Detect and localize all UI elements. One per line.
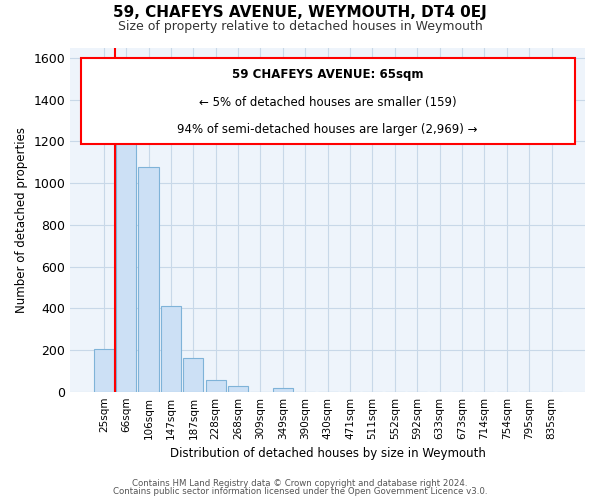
Text: ← 5% of detached houses are smaller (159): ← 5% of detached houses are smaller (159… [199,96,457,108]
Bar [161,306,181,392]
Bar [273,388,293,392]
Bar [94,349,114,392]
X-axis label: Distribution of detached houses by size in Weymouth: Distribution of detached houses by size … [170,447,485,460]
Text: Contains HM Land Registry data © Crown copyright and database right 2024.: Contains HM Land Registry data © Crown c… [132,478,468,488]
Text: 59 CHAFEYS AVENUE: 65sqm: 59 CHAFEYS AVENUE: 65sqm [232,68,424,81]
Text: Size of property relative to detached houses in Weymouth: Size of property relative to detached ho… [118,20,482,33]
Text: 59, CHAFEYS AVENUE, WEYMOUTH, DT4 0EJ: 59, CHAFEYS AVENUE, WEYMOUTH, DT4 0EJ [113,5,487,20]
Bar [228,386,248,392]
Bar [183,358,203,392]
Bar [116,135,136,392]
FancyBboxPatch shape [80,58,575,144]
Text: 94% of semi-detached houses are larger (2,969) →: 94% of semi-detached houses are larger (… [178,123,478,136]
Bar [139,168,158,392]
Y-axis label: Number of detached properties: Number of detached properties [15,126,28,312]
Bar [206,380,226,392]
Text: Contains public sector information licensed under the Open Government Licence v3: Contains public sector information licen… [113,487,487,496]
